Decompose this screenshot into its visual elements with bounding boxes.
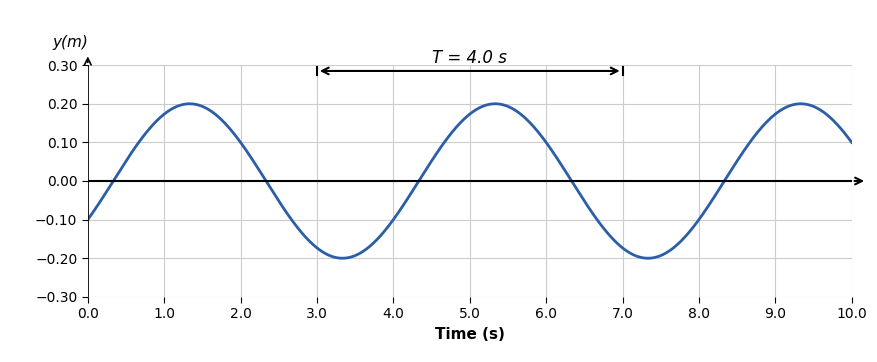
X-axis label: Time (s): Time (s): [434, 327, 504, 342]
Text: T = 4.0 s: T = 4.0 s: [431, 49, 507, 67]
Text: y(m): y(m): [52, 35, 88, 50]
